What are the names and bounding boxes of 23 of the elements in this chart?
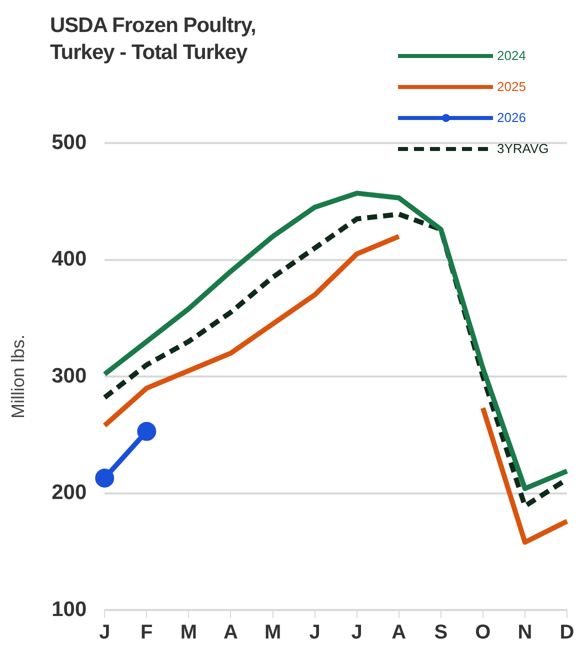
x-tick-label: M <box>264 622 282 644</box>
x-tick-label: F <box>140 622 153 644</box>
y-tick-label: 100 <box>52 598 87 621</box>
chart-title: USDA Frozen Poultry, Turkey - Total Turkey <box>50 13 257 66</box>
text: 3YRAVG <box>497 141 549 156</box>
text: 2025 <box>497 79 526 94</box>
x-tick-label: N <box>518 622 532 644</box>
y-tick-label: 300 <box>52 364 87 388</box>
x-tick-label: O <box>475 622 491 644</box>
y-tick-label: 200 <box>52 481 87 504</box>
x-tick-label: J <box>309 622 320 644</box>
x-tick-label: J <box>99 622 110 644</box>
x-tick-label: M <box>180 622 198 644</box>
x-tick-label: A <box>224 622 238 644</box>
text: 2024 <box>497 48 526 63</box>
x-tick-label: S <box>434 622 448 644</box>
y-tick-label: 500 <box>52 130 87 154</box>
y-axis-title: Million lbs. <box>8 334 28 419</box>
text: 2026 <box>497 110 526 125</box>
x-tick-label: J <box>351 622 362 644</box>
y-tick-label: 400 <box>52 248 87 271</box>
x-tick-label: A <box>392 622 406 644</box>
x-tick-label: D <box>560 622 574 644</box>
